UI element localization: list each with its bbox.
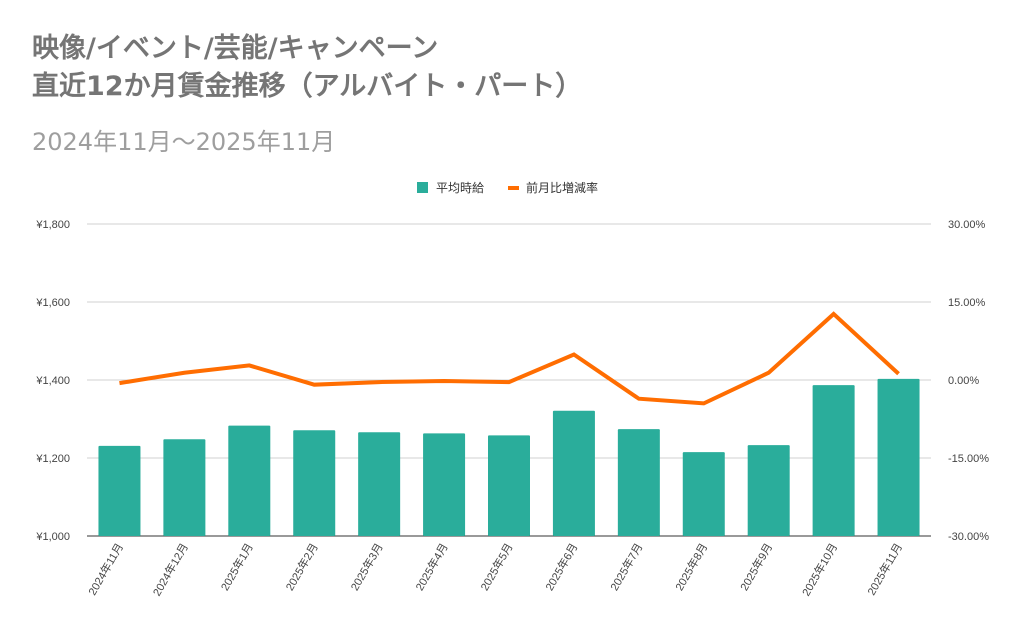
chart-subtitle: 2024年11月～2025年11月 [32, 128, 336, 156]
left-tick-label: ¥1,600 [35, 297, 70, 309]
left-tick-label: ¥1,800 [35, 219, 70, 231]
right-tick-label: -30.00% [948, 531, 989, 543]
bar [812, 385, 855, 536]
title-line-1: 映像/イベント/芸能/キャンペーン [32, 33, 439, 64]
bar [747, 445, 790, 536]
left-tick-label: ¥1,000 [35, 531, 70, 543]
x-tick-label: 2025年2月 [282, 541, 320, 594]
bar [358, 432, 401, 536]
right-tick-label: -15.00% [948, 453, 989, 465]
line-series [119, 311, 900, 406]
legend-label: 前月比増減率 [526, 180, 598, 195]
legend-label: 平均時給 [436, 181, 484, 195]
x-tick-label: 2024年11月 [85, 541, 126, 598]
title-line-2: 直近12か月賃金推移（アルバイト・パート） [32, 71, 583, 102]
bar [98, 445, 141, 536]
left-tick-label: ¥1,400 [35, 375, 70, 387]
bar [228, 425, 271, 536]
chart-title: 映像/イベント/芸能/キャンペーン 直近12か月賃金推移（アルバイト・パート） [32, 30, 582, 106]
x-tick-label: 2025年9月 [737, 541, 775, 594]
legend-swatch-bar [417, 182, 428, 193]
x-tick-label: 2025年8月 [672, 541, 710, 594]
bar [682, 452, 725, 536]
x-tick-label: 2025年6月 [542, 541, 580, 594]
bar [293, 430, 336, 536]
x-tick-label: 2024年12月 [149, 541, 190, 599]
x-tick-label: 2025年1月 [217, 541, 255, 594]
right-tick-label: 0.00% [948, 375, 979, 387]
x-tick-label: 2025年3月 [347, 541, 385, 594]
x-tick-label: 2025年11月 [864, 541, 905, 598]
bar [552, 410, 595, 536]
bar [877, 378, 920, 536]
right-tick-label: 15.00% [948, 297, 986, 309]
right-tick-label: 30.00% [948, 219, 986, 231]
x-tick-label: 2025年10月 [799, 541, 840, 599]
bar [617, 429, 660, 536]
x-tick-label: 2025年4月 [412, 541, 450, 594]
x-tick-label: 2025年7月 [607, 541, 645, 594]
bar [423, 433, 466, 536]
x-tick-label: 2025年5月 [477, 541, 515, 594]
bar [488, 435, 530, 536]
bar [163, 439, 206, 536]
left-tick-label: ¥1,200 [35, 453, 70, 465]
